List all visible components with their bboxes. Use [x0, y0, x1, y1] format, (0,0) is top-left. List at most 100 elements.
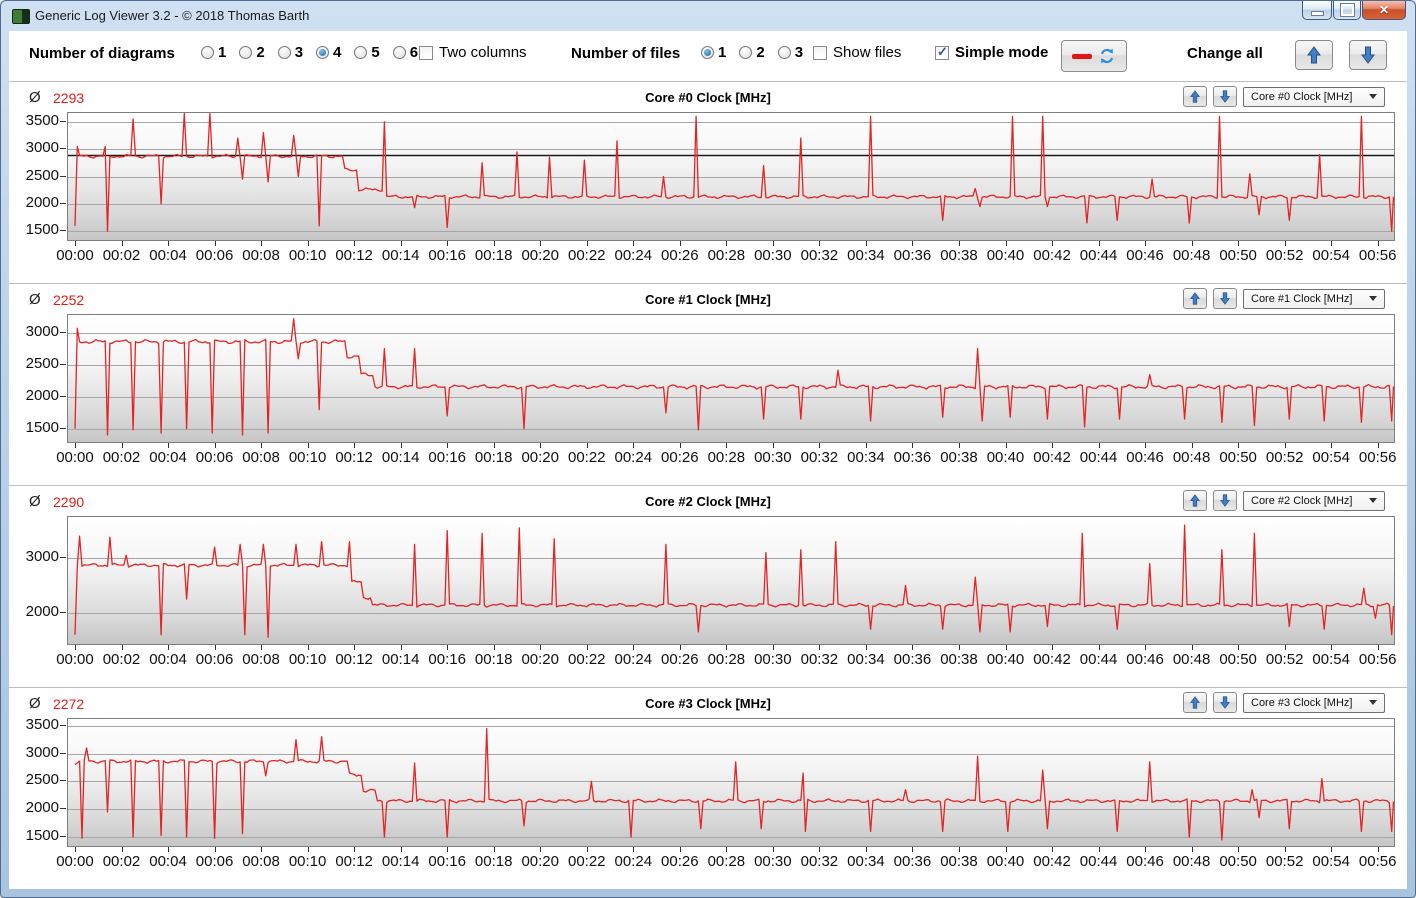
blue-arrow-up-icon [1190, 90, 1200, 103]
x-tick-mark [726, 847, 728, 852]
diagram-panel-1: Ø 2252 Core #1 Clock [MHz] Core #1 Clock… [9, 283, 1407, 485]
x-tick-mark [74, 847, 76, 852]
x-tick-label: 00:30 [754, 247, 792, 264]
files-option-radio-2[interactable] [739, 46, 753, 59]
x-tick-label: 00:20 [521, 449, 559, 466]
diagrams-option-2[interactable]: 2 [239, 44, 265, 61]
move-up-button[interactable] [1183, 490, 1207, 511]
y-tick-mark [60, 808, 66, 809]
x-tick-mark [1145, 847, 1147, 852]
show-files-checkbox[interactable] [813, 45, 827, 60]
diagrams-option-radio-5[interactable] [354, 46, 368, 59]
move-down-button[interactable] [1213, 288, 1237, 309]
x-tick-label: 00:46 [1126, 853, 1164, 870]
line-chart [68, 318, 1394, 436]
move-up-button[interactable] [1183, 86, 1207, 107]
x-tick-label: 00:14 [381, 651, 420, 668]
two-columns-label: Two columns [439, 44, 527, 61]
files-option-radio-3[interactable] [777, 46, 791, 59]
x-tick-mark [74, 443, 76, 448]
signal-select[interactable]: Core #0 Clock [MHz] [1243, 86, 1385, 107]
blue-arrow-down-icon [1361, 46, 1375, 64]
panel-controls: Core #3 Clock [MHz] [1183, 692, 1385, 713]
signal-select[interactable]: Core #1 Clock [MHz] [1243, 288, 1385, 309]
panel-controls: Core #0 Clock [MHz] [1183, 86, 1385, 107]
x-tick-label: 00:04 [149, 853, 187, 870]
y-tick-mark [60, 203, 66, 204]
signal-select-value: Core #2 Clock [MHz] [1251, 494, 1353, 507]
minimize-button[interactable] [1302, 1, 1332, 20]
move-down-button[interactable] [1213, 692, 1237, 713]
two-columns-checkbox[interactable] [419, 45, 433, 60]
files-option-radio-1[interactable] [701, 46, 714, 59]
move-down-button[interactable] [1213, 490, 1237, 511]
x-tick-mark [447, 645, 449, 650]
x-tick-label: 00:40 [986, 853, 1025, 870]
simple-mode-checkbox-item[interactable]: Simple mode [935, 44, 1048, 61]
move-up-button[interactable] [1183, 288, 1207, 309]
x-tick-label: 00:34 [847, 247, 885, 264]
simple-mode-checkbox[interactable] [935, 44, 949, 60]
y-tick-label: 1500 [25, 827, 59, 845]
window-controls: ✕ [1302, 1, 1406, 20]
x-tick-mark [214, 241, 216, 246]
two-columns-checkbox-item[interactable]: Two columns [419, 44, 527, 61]
maximize-button[interactable] [1333, 1, 1361, 20]
x-tick-mark [1191, 443, 1193, 448]
diagrams-option-1[interactable]: 1 [201, 44, 226, 61]
signal-select[interactable]: Core #3 Clock [MHz] [1243, 692, 1385, 713]
x-tick-mark [1377, 847, 1379, 852]
line-style-refresh-button[interactable] [1061, 40, 1127, 72]
x-tick-label: 00:18 [474, 853, 513, 870]
y-tick-mark [60, 725, 66, 726]
x-tick-label: 00:56 [1358, 449, 1397, 466]
x-tick-label: 00:26 [661, 853, 699, 870]
caret-down-icon [1369, 498, 1377, 503]
x-tick-mark [912, 645, 914, 650]
files-option-2[interactable]: 2 [739, 44, 765, 61]
x-tick-label: 00:52 [1265, 247, 1304, 264]
signal-select[interactable]: Core #2 Clock [MHz] [1243, 490, 1385, 511]
diagrams-option-3[interactable]: 3 [277, 44, 303, 61]
x-tick-label: 00:50 [1219, 651, 1257, 668]
x-tick-mark [586, 847, 588, 852]
change-all-down-button[interactable] [1349, 40, 1387, 70]
x-tick-mark [354, 443, 356, 448]
data-series-line [74, 524, 1394, 639]
x-tick-label: 00:12 [335, 853, 373, 870]
chart-plot-area [67, 112, 1395, 241]
diagrams-option-radio-3[interactable] [277, 46, 291, 59]
x-tick-label: 00:32 [800, 449, 839, 466]
show-files-checkbox-item[interactable]: Show files [813, 44, 901, 61]
diagrams-option-radio-1[interactable] [201, 46, 214, 59]
move-up-button[interactable] [1183, 692, 1207, 713]
y-tick-mark [60, 612, 66, 613]
chart-title: Core #0 Clock [MHz] [645, 90, 771, 105]
average-value: 2252 [53, 292, 85, 308]
x-tick-mark [540, 443, 542, 448]
close-button[interactable]: ✕ [1362, 1, 1406, 20]
title-bar[interactable]: Generic Log Viewer 3.2 - © 2018 Thomas B… [1, 1, 1415, 31]
x-tick-mark [865, 241, 867, 246]
diagrams-option-5[interactable]: 5 [354, 44, 380, 61]
diagrams-option-radio-2[interactable] [239, 46, 253, 59]
change-all-up-button[interactable] [1295, 40, 1333, 70]
files-option-1[interactable]: 1 [701, 44, 726, 61]
move-down-button[interactable] [1213, 86, 1237, 107]
diagrams-option-radio-6[interactable] [392, 46, 406, 59]
x-tick-label: 00:04 [149, 247, 187, 264]
x-tick-mark [447, 847, 449, 852]
chart-title: Core #2 Clock [MHz] [645, 494, 771, 509]
files-option-3[interactable]: 3 [777, 44, 803, 61]
diagrams-option-6[interactable]: 6 [392, 44, 418, 61]
diagrams-option-radio-4[interactable] [316, 46, 330, 59]
caret-down-icon [1369, 700, 1377, 705]
x-tick-mark [679, 443, 681, 448]
x-tick-mark [1098, 241, 1100, 246]
y-tick-label: 2000 [25, 602, 59, 620]
diagrams-option-4[interactable]: 4 [316, 44, 341, 61]
blue-arrow-up-icon [1190, 292, 1200, 305]
x-tick-mark [958, 645, 960, 650]
x-tick-label: 00:42 [1033, 853, 1071, 870]
x-tick-mark [819, 645, 821, 650]
